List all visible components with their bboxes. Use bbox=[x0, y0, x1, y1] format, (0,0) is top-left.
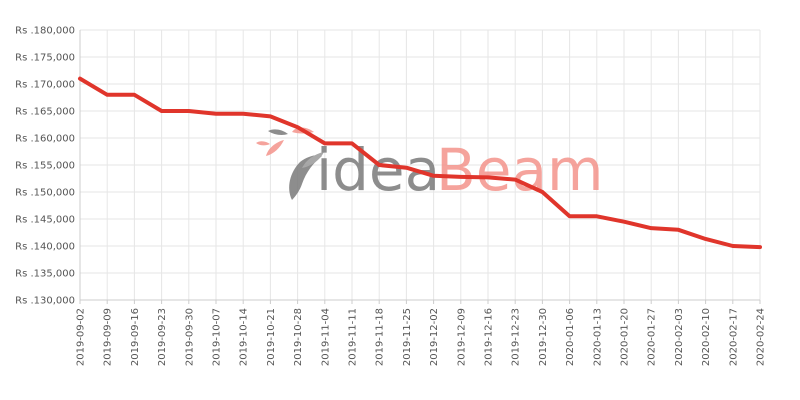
y-tick-label: Rs .135,000 bbox=[15, 269, 75, 280]
x-tick-label: 2019-09-30 bbox=[184, 308, 195, 366]
x-tick-label: 2020-02-03 bbox=[674, 308, 685, 366]
x-tick-label: 2019-09-16 bbox=[130, 308, 141, 366]
y-tick-label: Rs .170,000 bbox=[15, 80, 75, 91]
x-tick-label: 2019-12-30 bbox=[538, 308, 549, 366]
x-tick-label: 2020-01-27 bbox=[647, 308, 658, 366]
y-tick-label: Rs .130,000 bbox=[15, 296, 75, 307]
x-tick-label: 2019-11-25 bbox=[402, 308, 413, 366]
x-tick-label: 2019-12-23 bbox=[511, 308, 522, 366]
x-axis-tick-labels: 2019-09-02 2019-09-09 2019-09-16 2019-09-23… bbox=[76, 308, 767, 366]
y-tick-label: Rs .175,000 bbox=[15, 53, 75, 64]
x-tick-label: 2020-01-06 bbox=[565, 308, 576, 366]
y-tick-label: Rs .160,000 bbox=[15, 134, 75, 145]
x-tick-label: 2020-02-24 bbox=[756, 308, 767, 366]
x-tick-label: 2019-11-11 bbox=[348, 308, 359, 366]
x-tick-label: 2019-10-07 bbox=[212, 308, 223, 366]
x-tick-label: 2019-12-02 bbox=[429, 308, 440, 366]
x-tick-label: 2020-02-17 bbox=[728, 308, 739, 366]
y-tick-label: Rs .180,000 bbox=[15, 26, 75, 37]
x-tick-label: 2019-10-14 bbox=[239, 308, 250, 366]
x-tick-label: 2019-10-28 bbox=[293, 308, 304, 366]
x-tick-label: 2019-09-23 bbox=[157, 308, 168, 366]
x-tick-label: 2019-09-02 bbox=[76, 308, 87, 366]
x-tick-label: 2019-12-09 bbox=[456, 308, 467, 366]
watermark-text-idea: idea bbox=[316, 136, 440, 204]
y-tick-label: Rs .145,000 bbox=[15, 215, 75, 226]
series-line-price bbox=[78, 76, 762, 250]
x-tick-label: 2019-12-16 bbox=[484, 308, 495, 366]
x-tick-label: 2019-10-21 bbox=[266, 308, 277, 366]
axes bbox=[79, 30, 761, 304]
y-tick-label: Rs .155,000 bbox=[15, 161, 75, 172]
y-tick-label: Rs .165,000 bbox=[15, 107, 75, 118]
x-tick-label: 2019-11-18 bbox=[375, 308, 386, 366]
series-layer bbox=[78, 76, 762, 250]
x-tick-label: 2020-01-20 bbox=[620, 308, 631, 366]
ideabeam-watermark: idea Beam bbox=[256, 127, 604, 204]
x-tick-label: 2020-02-10 bbox=[701, 308, 712, 366]
y-tick-label: Rs .140,000 bbox=[15, 242, 75, 253]
y-tick-label: Rs .150,000 bbox=[15, 188, 75, 199]
y-axis-tick-labels: Rs .130,000 Rs .135,000 Rs .140,000 Rs .145… bbox=[15, 26, 75, 307]
x-tick-label: 2019-11-04 bbox=[320, 308, 331, 366]
x-tick-label: 2020-01-13 bbox=[592, 308, 603, 366]
x-tick-label: 2019-09-09 bbox=[103, 308, 114, 366]
watermark-text-beam: Beam bbox=[436, 136, 604, 204]
